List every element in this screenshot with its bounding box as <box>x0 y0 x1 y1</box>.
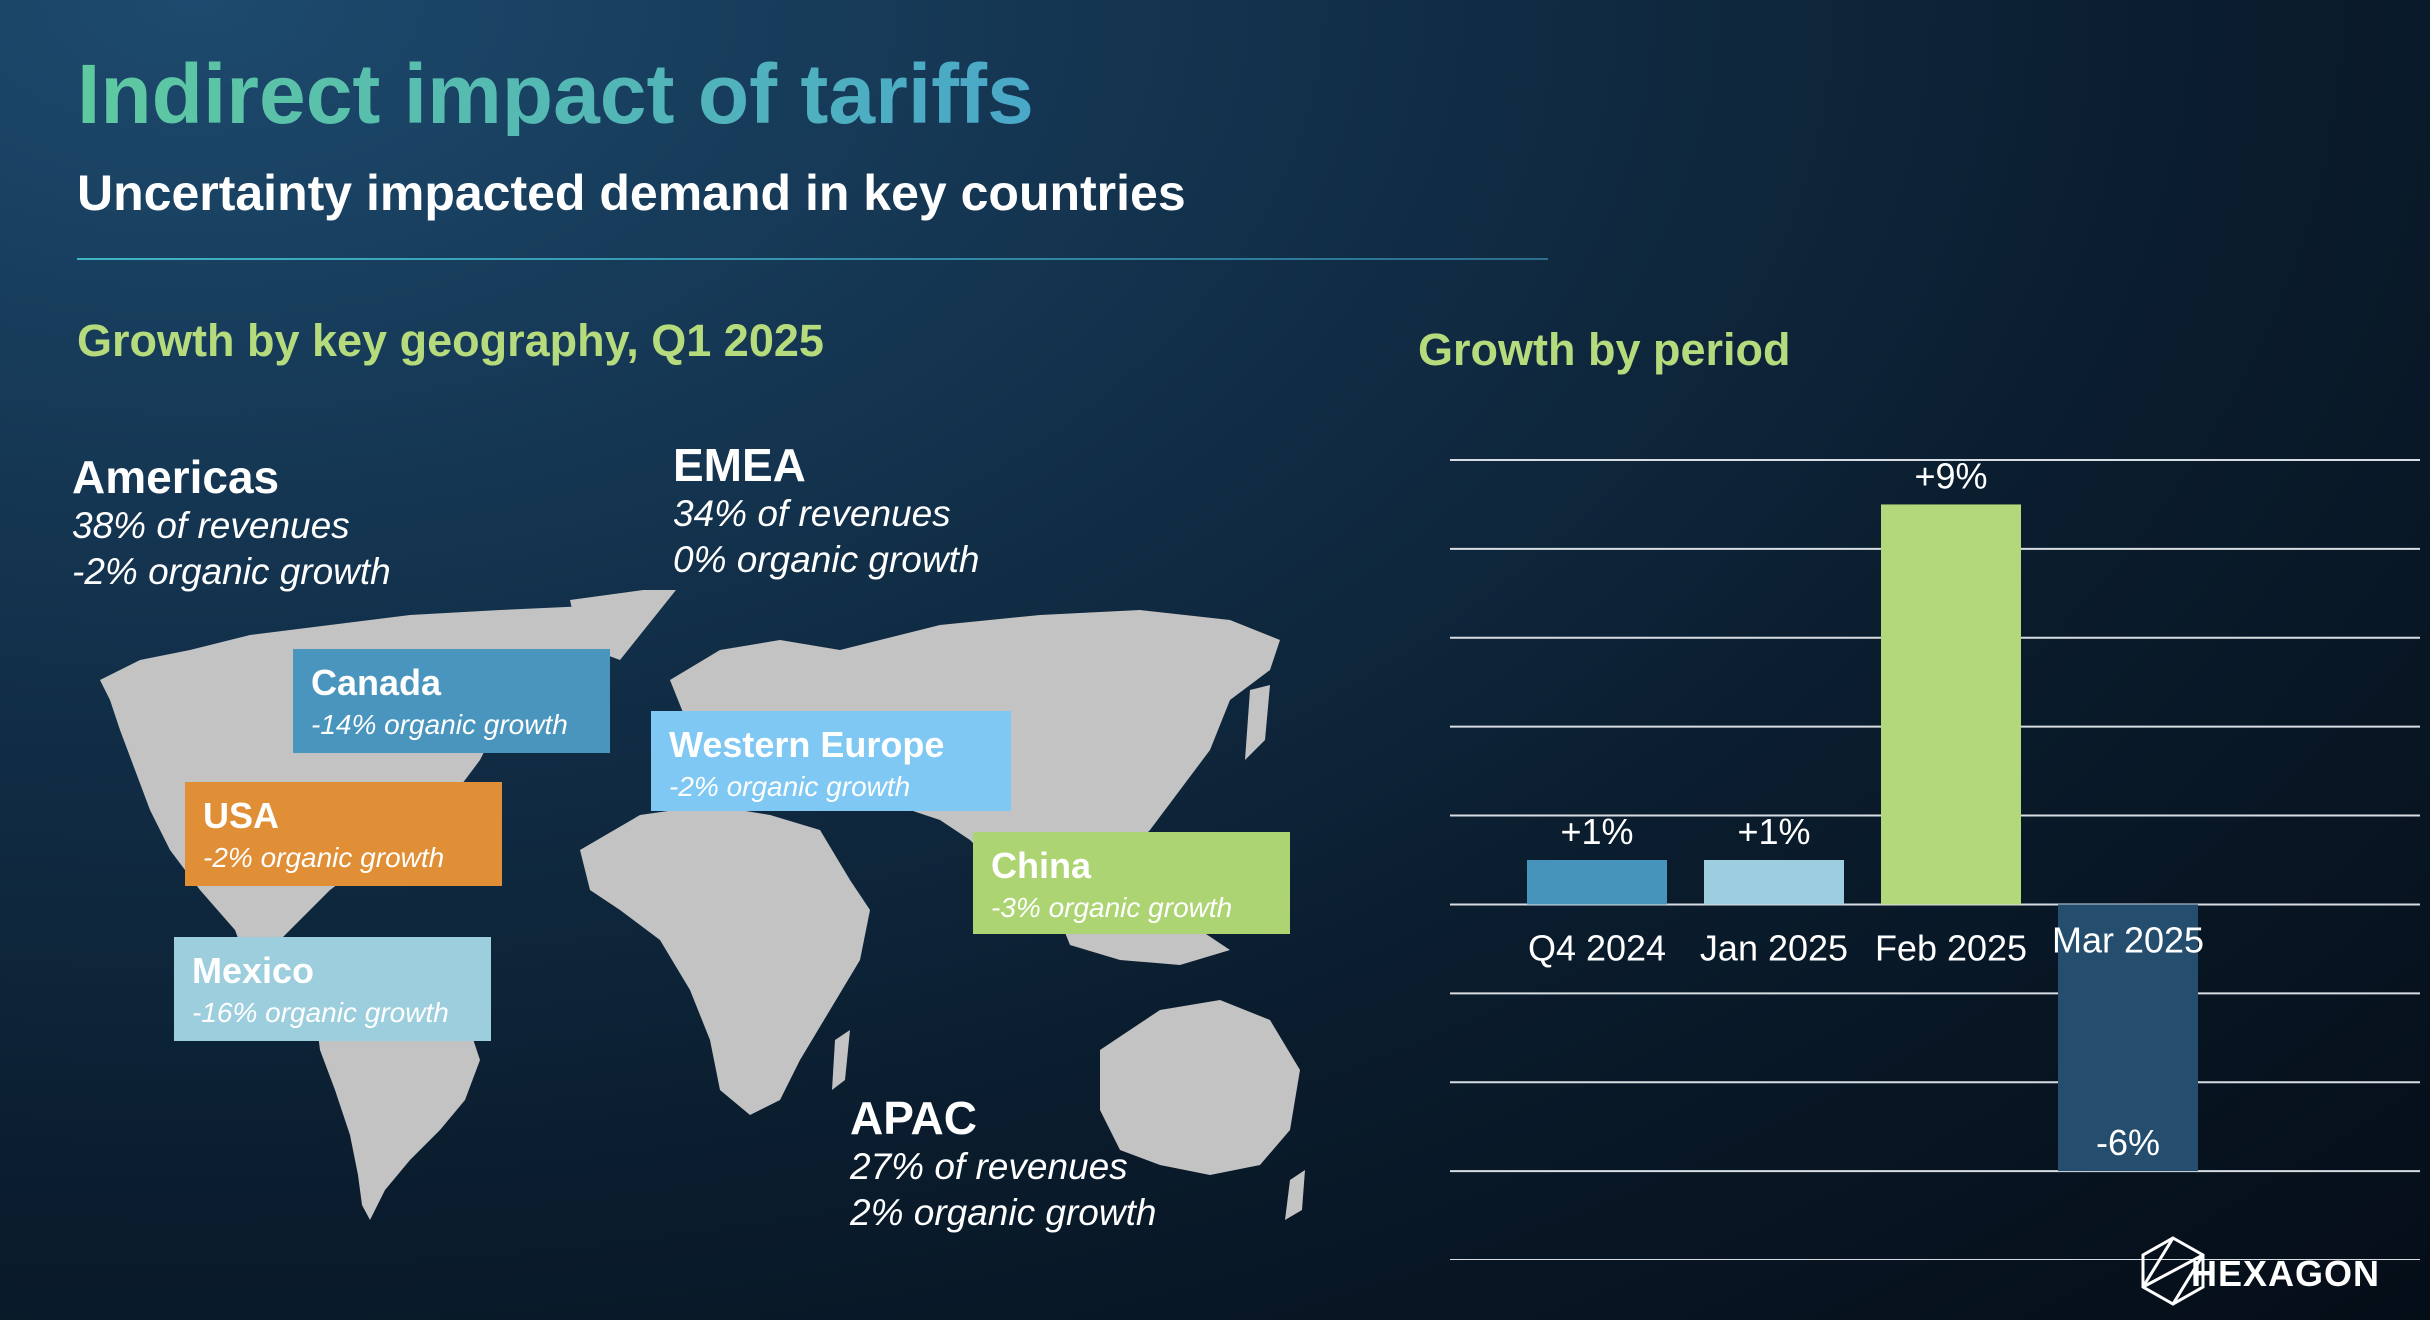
country-box-canada: Canada -14% organic growth <box>293 649 610 753</box>
hexagon-logo-icon <box>2141 1236 2205 1306</box>
country-name-usa: USA <box>203 795 280 836</box>
asia-shape <box>840 610 1280 890</box>
region-americas: Americas 38% of revenues -2% organic gro… <box>72 452 391 595</box>
bar-feb-2025 <box>1881 504 2021 905</box>
category-label: Feb 2025 <box>1875 927 2027 968</box>
country-box-western-europe: Western Europe -2% organic growth <box>651 711 1011 811</box>
country-box-china: China -3% organic growth <box>973 832 1290 934</box>
madagascar-shape <box>832 1030 850 1090</box>
greenland-shape <box>570 590 676 660</box>
country-growth-mexico: -16% organic growth <box>192 996 449 1028</box>
country-name-china: China <box>991 845 1092 886</box>
bar-value-label: +1% <box>1737 811 1810 852</box>
title-divider <box>77 258 1548 260</box>
japan-shape <box>1245 685 1270 760</box>
country-growth-usa: -2% organic growth <box>203 841 445 873</box>
growth-by-period-chart: +1% Q4 2024 +1% Jan 2025 +9% Feb 2025 -6% Mar 2… <box>1450 455 2420 1260</box>
bar-mar-2025 <box>2058 904 2198 1172</box>
bar-value-label: +1% <box>1560 811 1633 852</box>
category-label: Jan 2025 <box>1700 927 1848 968</box>
region-emea-growth: 0% organic growth <box>673 538 980 580</box>
region-apac-revenue: 27% of revenues <box>850 1145 1128 1187</box>
country-growth-canada: -14% organic growth <box>311 708 568 740</box>
bar-jan-2025 <box>1704 860 1844 905</box>
country-name-canada: Canada <box>311 662 442 703</box>
category-label: Q4 2024 <box>1528 927 1666 968</box>
period-section-title: Growth by period <box>1418 324 1791 375</box>
country-growth-western-europe: -2% organic growth <box>669 770 911 802</box>
country-name-western-europe: Western Europe <box>669 724 945 765</box>
region-apac-name: APAC <box>850 1092 977 1144</box>
chart-bars <box>1527 504 2198 1172</box>
new-zealand-shape <box>1285 1170 1305 1220</box>
africa-shape <box>580 805 870 1115</box>
bar-q4-2024 <box>1527 860 1667 905</box>
geo-section-title: Growth by key geography, Q1 2025 <box>77 315 824 366</box>
category-label: Mar 2025 <box>2052 919 2204 960</box>
region-americas-revenue: 38% of revenues <box>72 504 350 546</box>
bar-value-label: +9% <box>1914 455 1987 496</box>
hexagon-logo-text: HEXAGON <box>2190 1253 2380 1294</box>
region-emea-name: EMEA <box>673 439 806 491</box>
country-box-usa: USA -2% organic growth <box>185 782 502 886</box>
region-apac-growth: 2% organic growth <box>850 1191 1157 1233</box>
region-apac: APAC 27% of revenues 2% organic growth <box>850 1093 1156 1236</box>
page-subtitle: Uncertainty impacted demand in key count… <box>77 165 1186 221</box>
chart-labels: +1% Q4 2024 +1% Jan 2025 +9% Feb 2025 -6% Mar 2… <box>1528 455 2204 1163</box>
region-emea-revenue: 34% of revenues <box>673 492 951 534</box>
region-americas-growth: -2% organic growth <box>72 550 391 592</box>
country-box-mexico: Mexico -16% organic growth <box>174 937 491 1041</box>
country-name-mexico: Mexico <box>192 950 315 991</box>
bar-value-label: -6% <box>2096 1122 2160 1163</box>
australia-shape <box>1100 1000 1300 1175</box>
region-americas-name: Americas <box>72 451 280 503</box>
region-emea: EMEA 34% of revenues 0% organic growth <box>673 440 979 583</box>
country-growth-china: -3% organic growth <box>991 891 1233 923</box>
page-title: Indirect impact of tariffs <box>77 47 1034 141</box>
